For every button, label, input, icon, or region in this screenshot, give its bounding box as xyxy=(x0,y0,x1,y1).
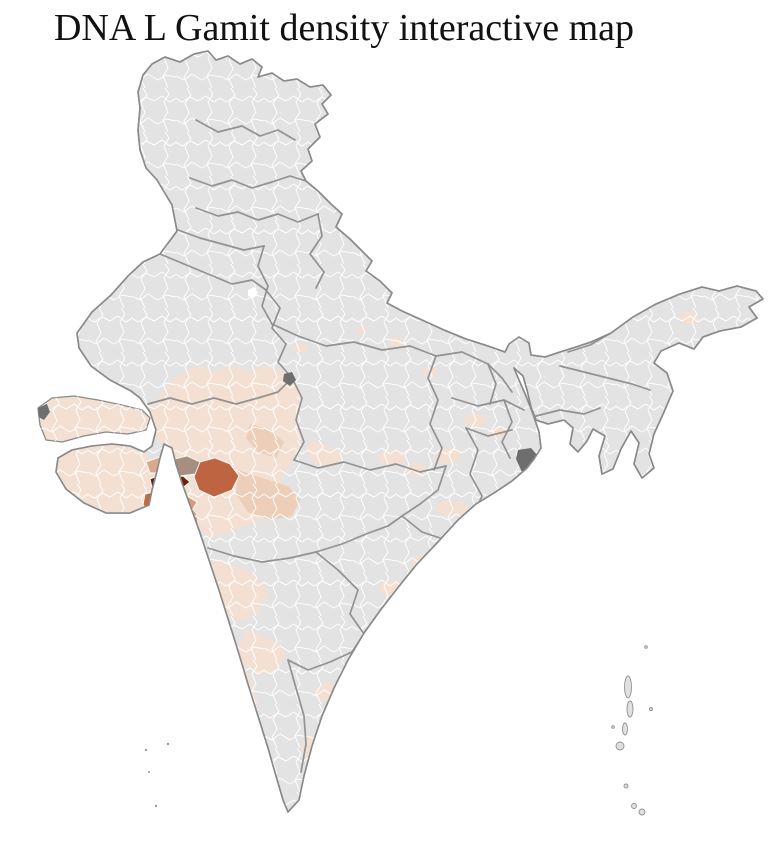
page-title: DNA L Gamit density interactive map xyxy=(53,7,635,49)
lakshadweep-islands[interactable] xyxy=(144,742,170,808)
delhi-district[interactable] xyxy=(248,287,258,299)
andaman-nicobar-islands[interactable] xyxy=(611,645,653,816)
dark-patches xyxy=(37,287,538,482)
choropleth-layers xyxy=(37,51,763,812)
sundarbans-delta-dark[interactable] xyxy=(516,448,538,482)
district-high-southwest[interactable] xyxy=(142,490,171,514)
kutch-tip-dark[interactable] xyxy=(37,404,50,420)
district-high-east[interactable] xyxy=(193,457,240,498)
district-boundaries-mesh xyxy=(38,51,763,812)
country-outline xyxy=(55,50,764,813)
small-dark-district[interactable] xyxy=(283,372,296,386)
